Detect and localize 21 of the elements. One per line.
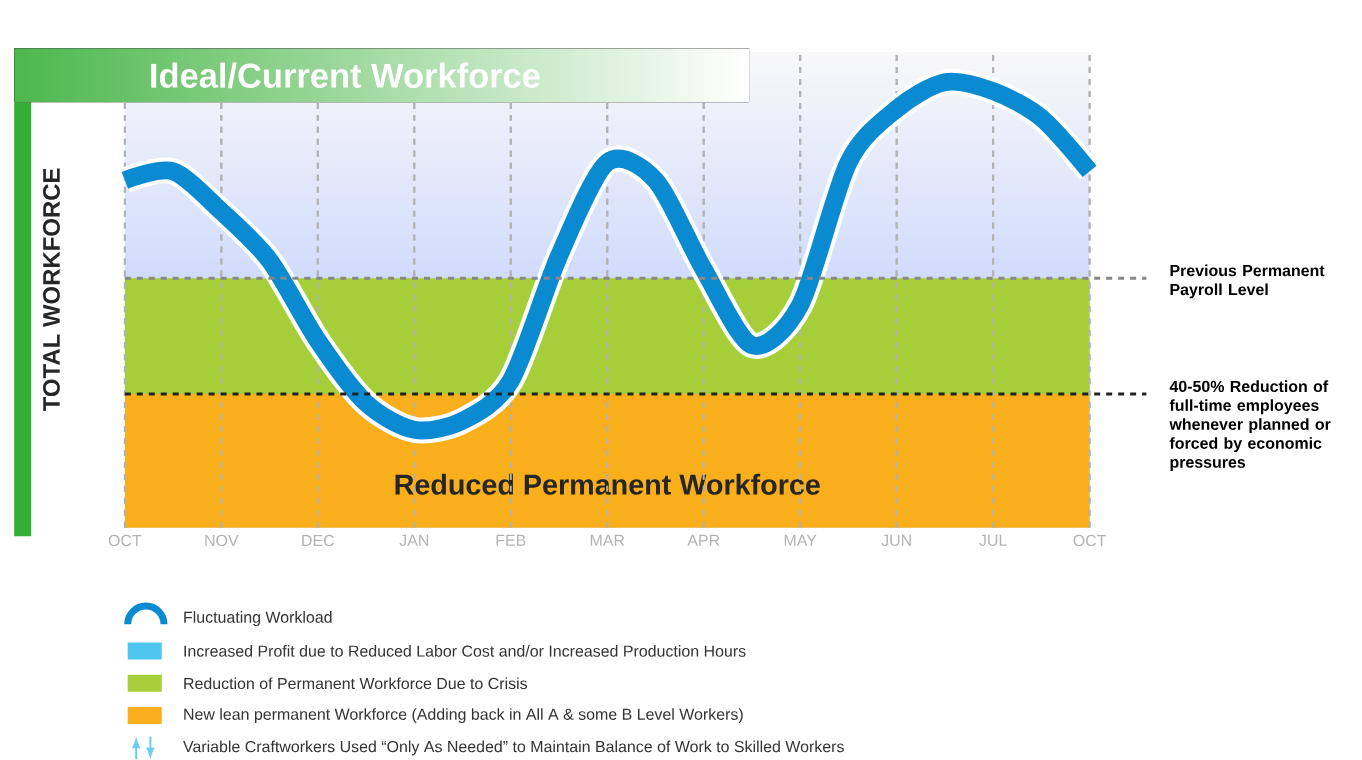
x-tick-label: DEC [302, 534, 335, 546]
x-tick-label: MAR [590, 534, 625, 546]
y-axis-title: TOTAL WORKFORCE [42, 168, 60, 411]
band-label: Reduced Permanent Workforce [395, 473, 820, 495]
ref-line-label: 40-50% Reduction of full-time employees whenever planned or forced by economic pressures [1169, 380, 1331, 471]
x-tick-label: NOV [205, 534, 239, 546]
chart-title: Ideal/Current Workforce [151, 62, 540, 89]
text: Increased Profit due to Reduced Labor Cost and/or Increased Production Hours [184, 644, 746, 657]
x-tick-label: FEB [496, 534, 526, 546]
x-tick-label: MAY [784, 534, 817, 546]
x-tick-label: OCT [108, 534, 142, 546]
text: Reduction of Permanent Workforce Due to Crisis [184, 677, 528, 689]
ref-line-label: Previous Permanent Payroll Level [1170, 264, 1325, 299]
x-tick-label: JUN [881, 534, 911, 546]
legend-label: Fluctuating Workload [184, 610, 332, 626]
x-tick-label: OCT [1073, 534, 1107, 546]
text: New lean permanent Workforce (Adding back in All A & some B Level Workers) [184, 707, 743, 723]
x-tick-label: JUL [979, 534, 1007, 546]
text: Variable Craftworkers Used “Only As Needed” to Maintain Balance of Work to Skilled Workers [183, 740, 844, 756]
x-tick-label: JAN [399, 534, 429, 546]
x-tick-label: APR [687, 534, 720, 546]
